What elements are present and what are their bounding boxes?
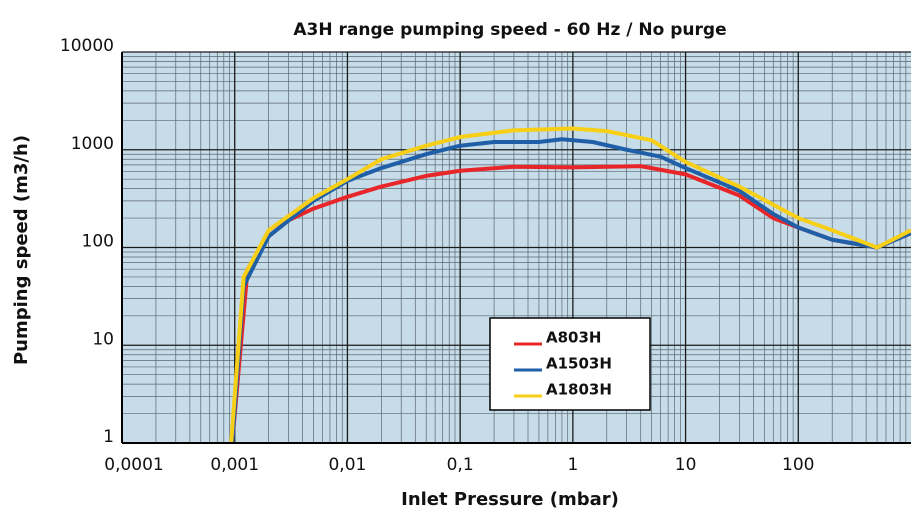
y-tick-label: 1000 — [71, 134, 114, 154]
x-axis-label: Inlet Pressure (mbar) — [401, 489, 619, 510]
x-tick-label: 0,0001 — [104, 455, 163, 475]
series-line — [229, 126, 911, 443]
y-tick-label: 100 — [82, 232, 114, 252]
x-tick-label: 0,01 — [328, 455, 366, 475]
legend-label: A1503H — [546, 355, 612, 373]
chart-title: A3H range pumping speed - 60 Hz / No pur… — [293, 20, 726, 40]
y-tick-label: 10 — [92, 329, 114, 349]
y-tick-label: 10000 — [60, 36, 114, 56]
x-tick-label: 0,1 — [447, 455, 474, 475]
x-tick-label: 100 — [782, 455, 814, 475]
x-tick-label: 10 — [675, 455, 697, 475]
x-tick-label: 0,001 — [210, 455, 259, 475]
legend-label: A803H — [546, 329, 601, 347]
y-axis-label: Pumping speed (m3/h) — [11, 135, 32, 365]
x-tick-label: 1 — [567, 455, 578, 475]
series-line — [230, 137, 911, 443]
y-tick-label: 1 — [103, 427, 114, 447]
legend-label: A1803H — [546, 381, 612, 399]
